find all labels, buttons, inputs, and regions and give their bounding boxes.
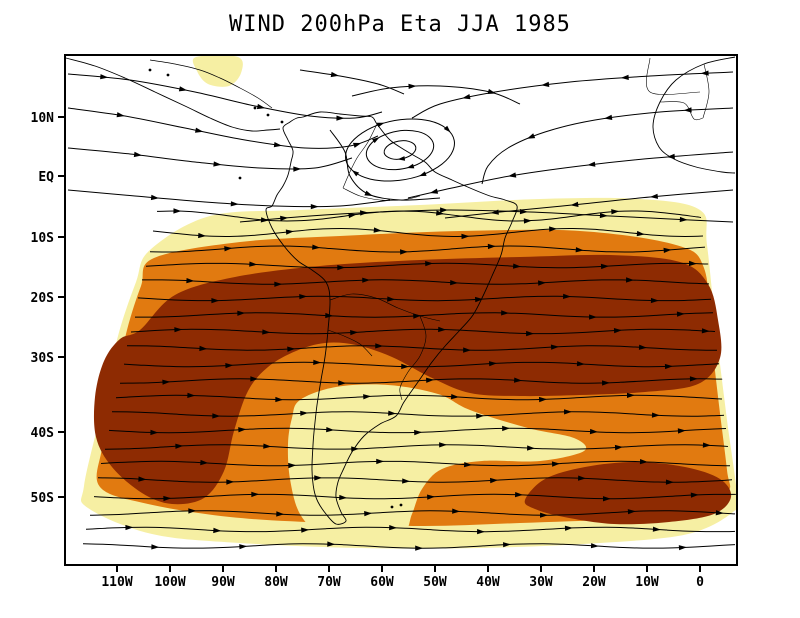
y-axis-tick-label: 10S	[31, 231, 55, 246]
y-axis-tick-label: 40S	[31, 426, 55, 441]
x-axis-tick-label: 60W	[370, 575, 394, 590]
streamlines-south-layer	[82, 208, 736, 551]
x-axis-tick-label: 80W	[264, 575, 288, 590]
x-axis-tick-label: 20W	[582, 575, 606, 590]
y-axis-tick-label: 50S	[31, 491, 55, 506]
x-axis-tick-label: 40W	[476, 575, 500, 590]
axes-layer: 110W 100W 90W 80W 70W 60W 50W 40W 30W 20W 10W 0 10N E…	[31, 54, 738, 590]
x-axis-tick-label: 0	[696, 575, 704, 590]
x-axis-tick-label: 100W	[154, 575, 185, 590]
x-axis-tick-label: 70W	[317, 575, 341, 590]
y-axis-tick-label: 30S	[31, 351, 55, 366]
x-axis-tick-label: 30W	[529, 575, 553, 590]
x-axis-tick-label: 90W	[211, 575, 235, 590]
x-axis-tick-label: 50W	[423, 575, 447, 590]
shading-layer	[81, 55, 737, 549]
streamlines-north-layer	[67, 69, 734, 223]
y-axis-tick-label: 10N	[31, 111, 55, 126]
x-axis-tick-label: 10W	[635, 575, 659, 590]
y-axis-tick-label: EQ	[38, 170, 54, 185]
coastline-layer	[65, 56, 736, 525]
x-axis-tick-label: 110W	[101, 575, 132, 590]
chart-title: WIND 200hPa Eta JJA 1985	[229, 12, 571, 37]
y-axis-tick-label: 20S	[31, 291, 55, 306]
